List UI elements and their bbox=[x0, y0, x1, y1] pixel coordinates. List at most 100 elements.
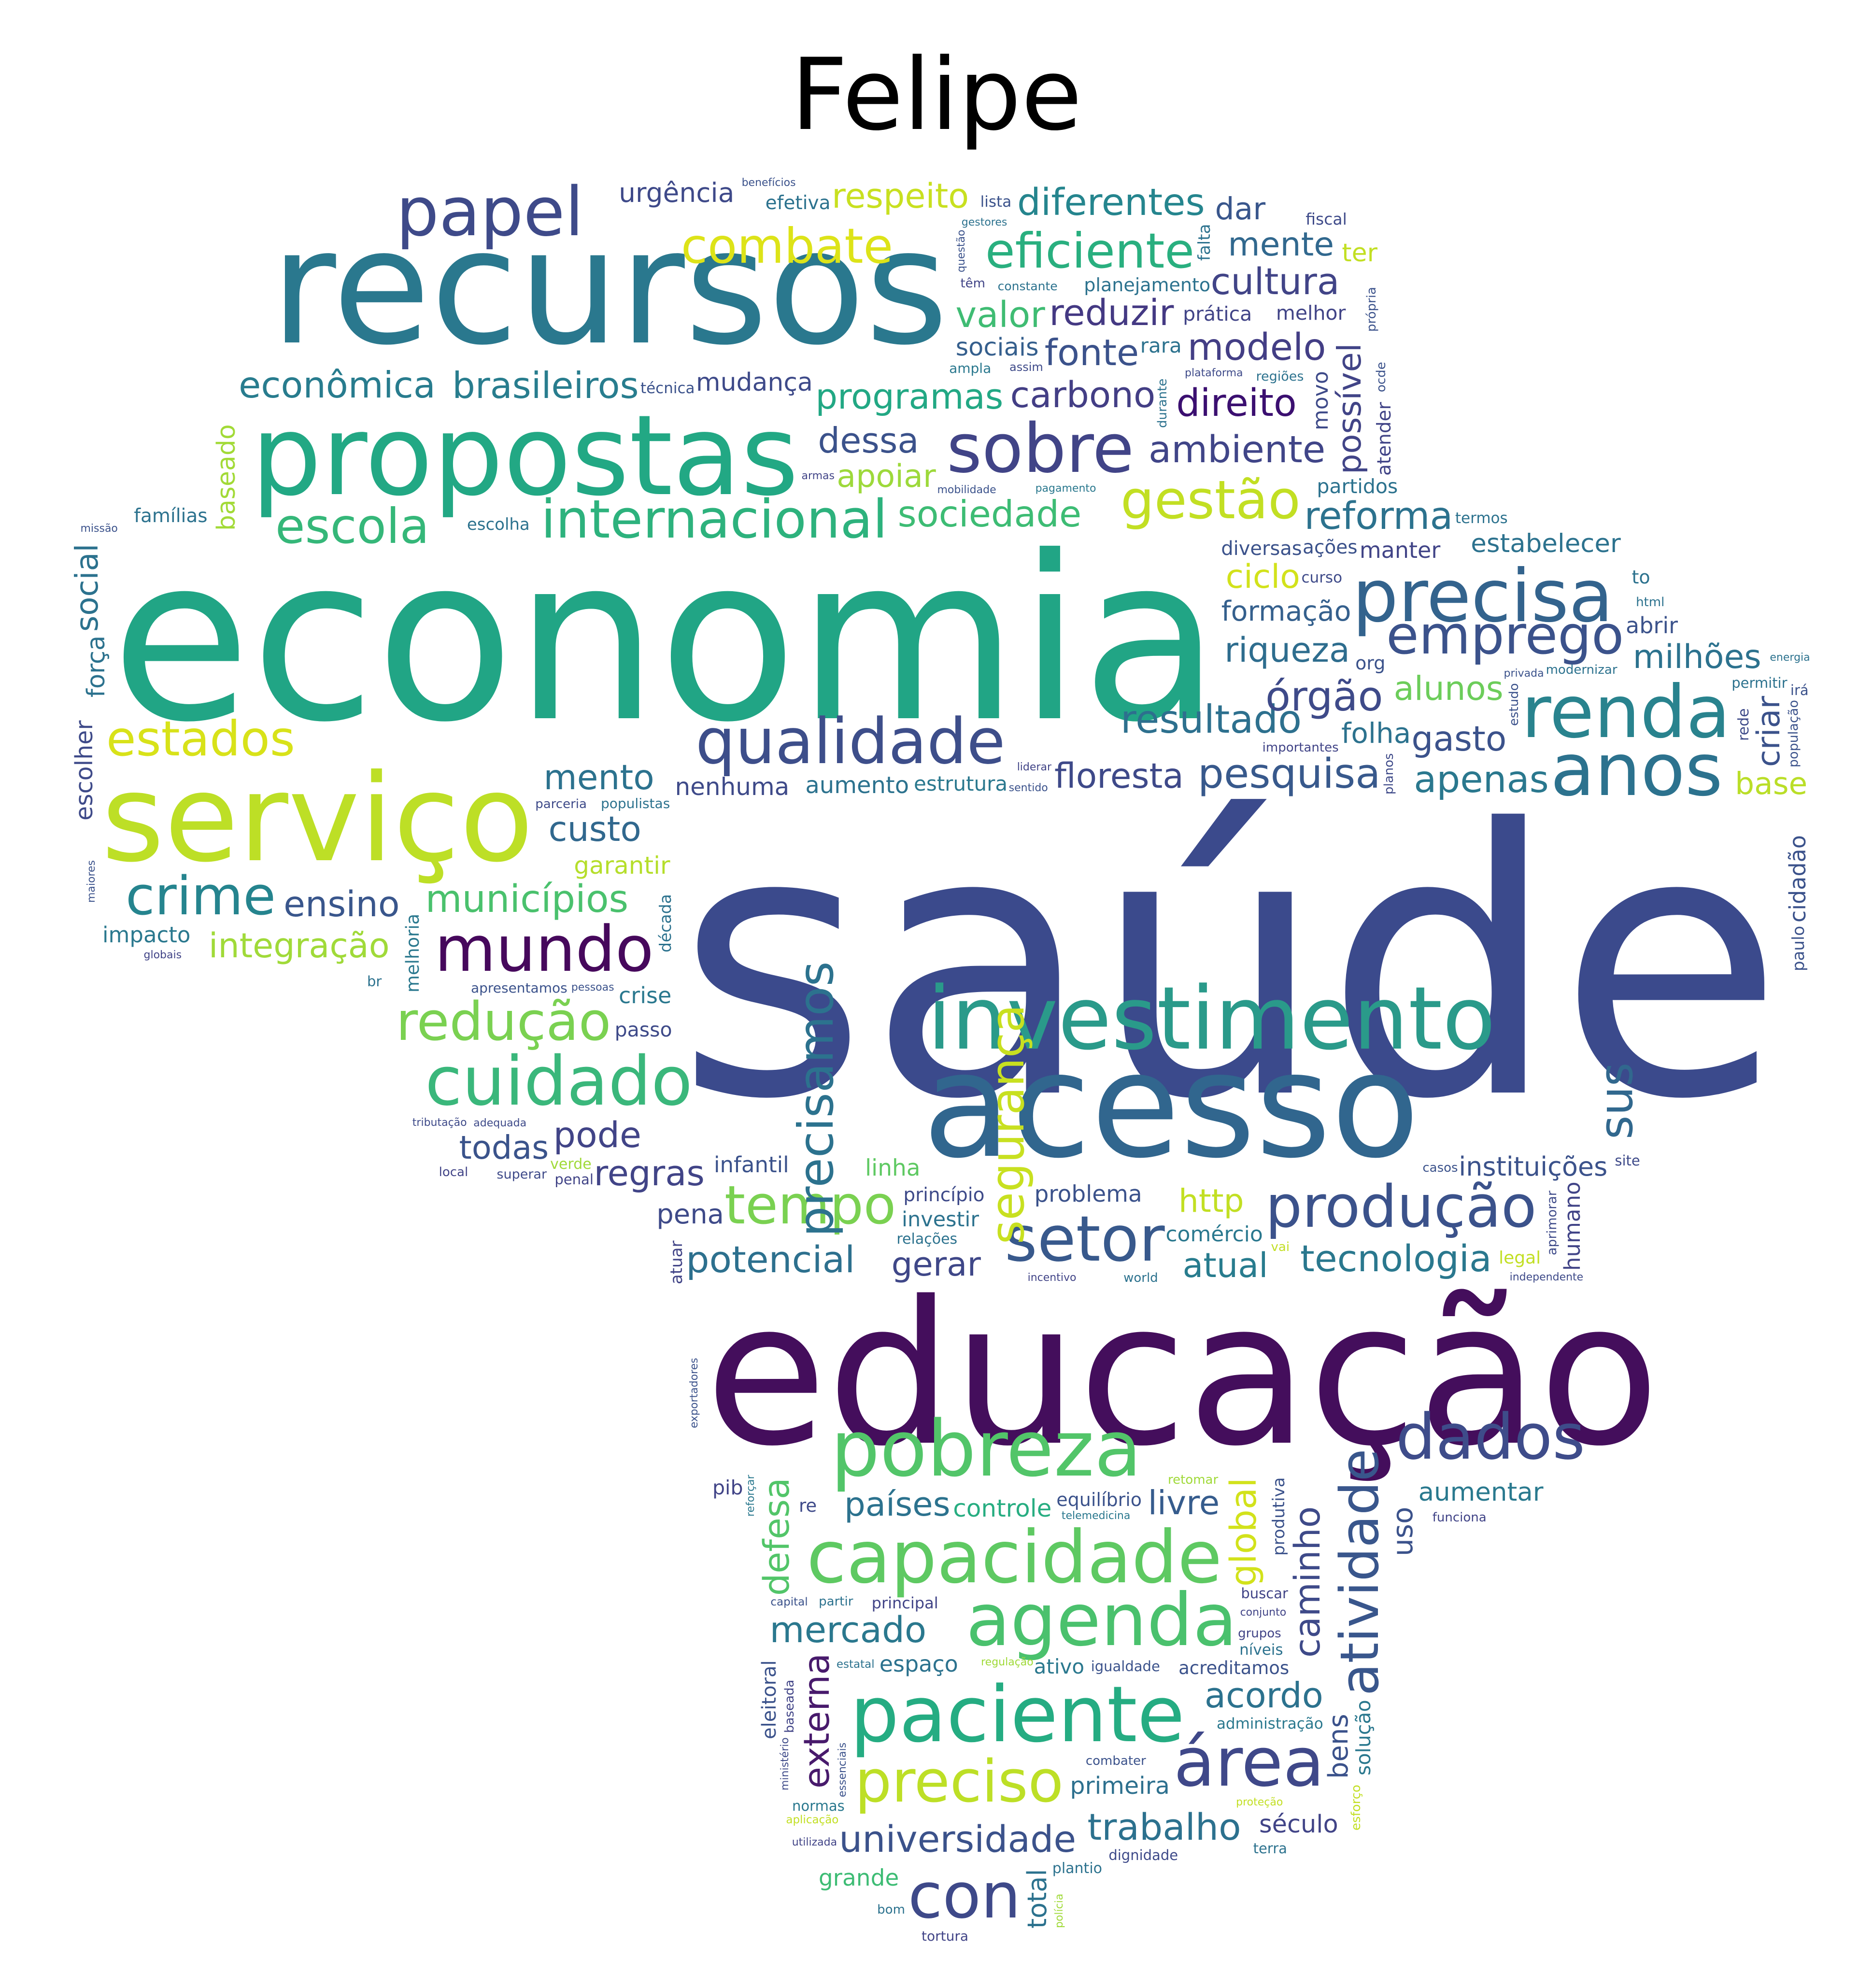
word-livre: livre bbox=[1148, 1484, 1220, 1523]
word-combater: combater bbox=[1085, 1753, 1146, 1768]
word-utilizada: utilizada bbox=[792, 1836, 837, 1849]
word-maiores: maiores bbox=[85, 860, 98, 903]
word-ensino: ensino bbox=[284, 884, 400, 925]
word-falta: falta bbox=[1195, 224, 1215, 261]
word-vai: vai bbox=[1271, 1240, 1290, 1255]
word-penal: penal bbox=[554, 1171, 594, 1188]
word-municipios: municípios bbox=[425, 878, 629, 922]
word-telemedicina: telemedicina bbox=[1061, 1509, 1131, 1522]
word-ativo: ativo bbox=[1034, 1655, 1085, 1679]
word-controle: controle bbox=[953, 1494, 1052, 1523]
word-combate: combate bbox=[681, 218, 894, 274]
word-equilibrio: equilíbrio bbox=[1056, 1489, 1142, 1511]
word-programas: programas bbox=[815, 376, 1004, 417]
word-valor: valor bbox=[955, 294, 1045, 336]
word-durante: durante bbox=[1155, 378, 1170, 428]
word-rara: rara bbox=[1140, 333, 1182, 357]
word-permitir: permitir bbox=[1731, 674, 1788, 691]
word-dessa: dessa bbox=[818, 420, 919, 461]
word-economia: economia bbox=[111, 508, 1220, 772]
word-termos: termos bbox=[1455, 510, 1508, 527]
word-atual: atual bbox=[1182, 1245, 1268, 1285]
word-atuar: atuar bbox=[667, 1240, 687, 1284]
word-renda: renda bbox=[1521, 670, 1731, 754]
word-relacoes: relações bbox=[896, 1231, 958, 1248]
word-tecnica: técnica bbox=[640, 379, 695, 397]
word-aprimorar: aprimorar bbox=[1545, 1191, 1560, 1256]
word-integracao: integração bbox=[208, 926, 390, 966]
word-humano: humano bbox=[1560, 1181, 1586, 1271]
word-aplicacao: aplicação bbox=[786, 1813, 839, 1826]
word-questao: questão bbox=[955, 229, 967, 272]
word-rede: rede bbox=[1735, 708, 1752, 741]
word-investimento: investimento bbox=[927, 968, 1496, 1069]
word-exportadores: exportadores bbox=[688, 1358, 700, 1429]
word-primeira: primeira bbox=[1070, 1772, 1170, 1800]
word-atividade: atividade bbox=[1329, 1448, 1391, 1696]
word-gestao: gestão bbox=[1121, 469, 1301, 531]
word-garantir: garantir bbox=[574, 852, 670, 880]
word-aumento: aumento bbox=[805, 772, 909, 799]
word-dignidade: dignidade bbox=[1108, 1847, 1178, 1864]
word-solucao: solução bbox=[1351, 1700, 1375, 1775]
word-comercio: comércio bbox=[1165, 1221, 1263, 1247]
word-nenhuma: nenhuma bbox=[675, 773, 790, 801]
word-regras: regras bbox=[594, 1153, 705, 1194]
word-universidade: universidade bbox=[839, 1817, 1077, 1860]
word-regulacao: regulação bbox=[981, 1656, 1034, 1669]
word-riqueza: riqueza bbox=[1224, 630, 1350, 670]
word-parceria: parceria bbox=[535, 796, 587, 811]
word-mobilidade: mobilidade bbox=[937, 483, 996, 496]
word-recursos: recursos bbox=[270, 195, 949, 380]
word-resultado: resultado bbox=[1121, 697, 1302, 742]
word-saude: saúde bbox=[676, 753, 1784, 1179]
word-investir: investir bbox=[902, 1207, 979, 1232]
word-base: base bbox=[1735, 766, 1808, 802]
word-paulo: paulo bbox=[1788, 926, 1808, 972]
word-mudanca: mudança bbox=[695, 368, 813, 398]
word-local: local bbox=[439, 1164, 468, 1179]
word-gerar: gerar bbox=[891, 1245, 981, 1284]
word-fonte: fonte bbox=[1044, 331, 1139, 374]
word-superar: superar bbox=[497, 1167, 547, 1182]
word-melhoria: melhoria bbox=[402, 913, 424, 993]
word-pode: pode bbox=[553, 1114, 641, 1156]
word-reforma: reforma bbox=[1304, 495, 1453, 539]
word-lista: lista bbox=[980, 193, 1012, 211]
word-paciente: paciente bbox=[850, 1669, 1185, 1760]
word-gasto: gasto bbox=[1411, 718, 1507, 759]
word-mento: mento bbox=[543, 757, 654, 798]
word-html: html bbox=[1636, 595, 1665, 610]
word-incentivo: incentivo bbox=[1027, 1272, 1077, 1284]
word-escola: escola bbox=[275, 498, 429, 554]
word-tortura: tortura bbox=[921, 1928, 968, 1944]
word-sus: sus bbox=[1590, 1062, 1643, 1140]
word-efetiva: efetiva bbox=[765, 192, 831, 214]
word-apenas: apenas bbox=[1414, 758, 1549, 802]
word-normas: normas bbox=[792, 1797, 845, 1814]
word-pagamento: pagamento bbox=[1035, 483, 1096, 495]
word-caminho: caminho bbox=[1287, 1506, 1329, 1658]
word-precisamos: precisamos bbox=[788, 961, 844, 1237]
word-planos: planos bbox=[1381, 753, 1396, 795]
word-ira: irá bbox=[1790, 682, 1809, 698]
word-estados: estados bbox=[106, 710, 295, 767]
word-escolha: escolha bbox=[467, 515, 530, 535]
word-possivel: possível bbox=[1331, 343, 1369, 474]
word-estabelecer: estabelecer bbox=[1471, 529, 1621, 559]
word-sociais: sociais bbox=[955, 333, 1039, 362]
word-atender: atender bbox=[1374, 402, 1396, 476]
word-movo: movo bbox=[1308, 371, 1334, 431]
word-tem: têm bbox=[960, 276, 985, 291]
word-criar: criar bbox=[1751, 696, 1788, 767]
word-retomar: retomar bbox=[1168, 1472, 1219, 1487]
word-terra: terra bbox=[1253, 1840, 1287, 1857]
word-papel: papel bbox=[396, 173, 584, 252]
word-acoes: ações bbox=[1303, 537, 1358, 559]
word-ambiente: ambiente bbox=[1149, 428, 1326, 471]
word-produtiva: produtiva bbox=[1269, 1477, 1289, 1556]
word-bens: bens bbox=[1322, 1714, 1354, 1779]
word-seguranca: segurança bbox=[981, 1004, 1035, 1245]
word-cidadao: cidadão bbox=[1784, 835, 1811, 923]
word-defesa: defesa bbox=[756, 1477, 798, 1596]
